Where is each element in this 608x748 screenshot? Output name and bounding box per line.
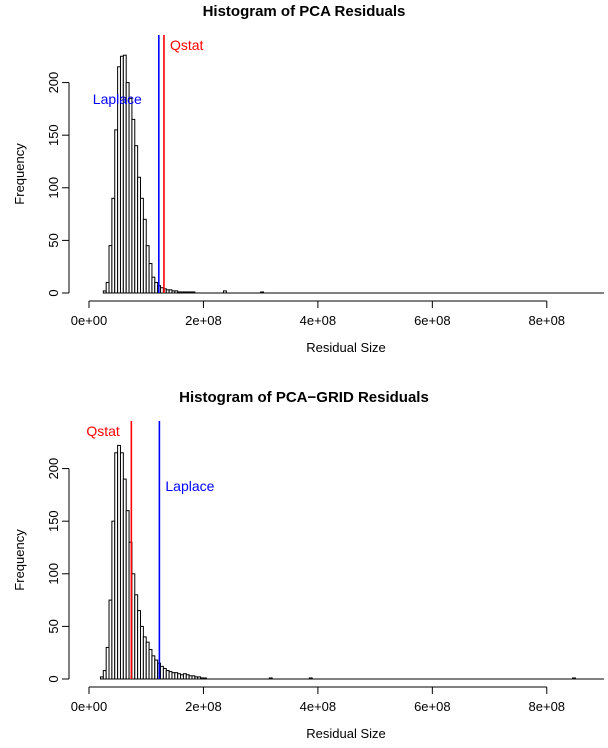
x-tick-label: 6e+08 [414, 699, 451, 714]
x-tick-label: 2e+08 [185, 313, 222, 328]
x-tick-label: 6e+08 [414, 313, 451, 328]
y-tick-label: 200 [46, 458, 61, 480]
annotation-laplace: Laplace [93, 91, 142, 107]
annotation-laplace: Laplace [165, 478, 214, 494]
x-axis-label: Residual Size [306, 340, 386, 355]
y-tick-label: 50 [46, 619, 61, 633]
x-tick-label: 4e+08 [300, 313, 337, 328]
y-tick-label: 100 [46, 563, 61, 585]
y-axis-label: Frequency [12, 529, 27, 591]
x-tick-label: 0e+00 [71, 313, 108, 328]
x-tick-label: 2e+08 [185, 699, 222, 714]
chart-title: Histogram of PCA−GRID Residuals [179, 389, 429, 406]
annotation-qstat: Qstat [86, 423, 120, 439]
y-tick-label: 200 [46, 72, 61, 94]
x-tick-label: 0e+00 [71, 699, 108, 714]
y-tick-label: 0 [46, 675, 61, 682]
y-axis-label: Frequency [12, 143, 27, 205]
chart-title: Histogram of PCA Residuals [203, 3, 406, 20]
y-tick-label: 150 [46, 124, 61, 146]
x-tick-label: 8e+08 [529, 313, 566, 328]
annotation-qstat: Qstat [170, 37, 204, 53]
y-tick-label: 0 [46, 289, 61, 296]
x-axis-label: Residual Size [306, 726, 386, 741]
y-tick-label: 50 [46, 233, 61, 247]
x-tick-label: 4e+08 [300, 699, 337, 714]
x-tick-label: 8e+08 [529, 699, 566, 714]
y-tick-label: 150 [46, 510, 61, 532]
y-tick-label: 100 [46, 177, 61, 199]
